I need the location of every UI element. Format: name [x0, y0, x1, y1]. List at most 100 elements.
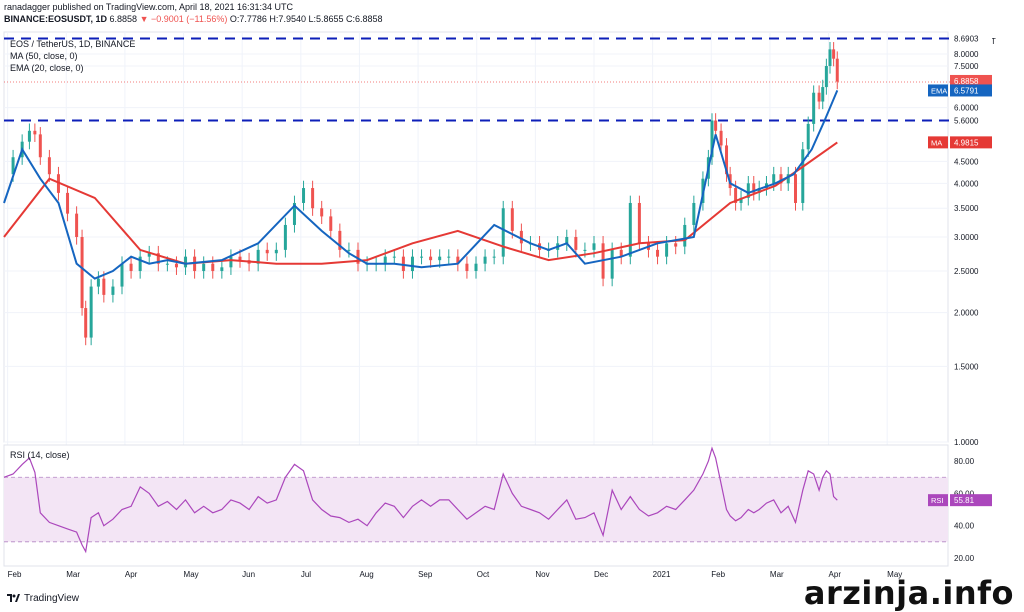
candle-body: [574, 237, 578, 250]
x-tick-label: Apr: [829, 570, 842, 579]
candle-body: [138, 256, 142, 272]
candle-body: [665, 243, 669, 257]
horizontal-levels: [4, 37, 950, 122]
candle-body: [447, 256, 451, 258]
rsi-tick-label: 20.00: [954, 554, 975, 563]
price-change: ▼ −0.9001 (−11.56%): [139, 14, 228, 24]
y-tick-label: 1.0000: [954, 438, 979, 447]
x-tick-label: Nov: [535, 570, 549, 579]
symbol-label: BINANCE:EOSUSDT, 1D: [4, 14, 108, 24]
x-tick-label: Jul: [301, 570, 311, 579]
candle-body: [165, 263, 169, 265]
ema-prefix-text: EMA: [931, 86, 947, 95]
ema-tag: EMA 6.5791: [928, 84, 992, 97]
candle-body: [832, 49, 836, 59]
candle-body: [474, 263, 478, 272]
candle-body: [817, 92, 821, 102]
candle-body: [302, 188, 306, 203]
candle-body: [27, 130, 31, 142]
candle-body: [156, 253, 160, 264]
candle-body: [519, 230, 523, 244]
tradingview-brand[interactable]: TradingView: [6, 592, 79, 604]
candle-body: [828, 49, 832, 67]
candle-body: [812, 92, 816, 124]
candle-body: [111, 286, 115, 295]
candle-body: [320, 208, 324, 217]
chart-legend: EOS / TetherUS, 1D, BINANCE MA (50, clos…: [10, 38, 135, 74]
candle-body: [102, 278, 106, 295]
candle-body: [746, 183, 750, 198]
candle-body: [256, 249, 260, 264]
y-tick-label: 3.5000: [954, 204, 979, 213]
candle-body: [656, 249, 660, 257]
last-price-tag-text: 6.8858: [954, 77, 979, 86]
candle-body: [420, 256, 424, 258]
rsi-tick-label: 80.00: [954, 457, 975, 466]
ohlc-values: O:7.7786 H:7.9540 L:5.8655 C:6.8858: [229, 14, 383, 24]
candle-body: [120, 263, 124, 287]
candle-body: [752, 183, 756, 193]
y-tick-label: 2.0000: [954, 309, 979, 318]
candle-body: [725, 145, 729, 175]
time-axis: Feb Mar Apr May Jun Jul Aug Sep Oct Nov Dec 2021 Feb…: [8, 570, 903, 579]
candle-body: [38, 134, 42, 158]
x-tick-label: May: [184, 570, 199, 579]
candle-body: [786, 174, 790, 184]
candle-body: [292, 202, 296, 225]
candle-body: [265, 249, 269, 254]
candle-body: [739, 197, 743, 203]
candle-body: [501, 208, 505, 257]
indicator-lines: [3, 42, 839, 346]
y-tick-label: 8.0000: [954, 50, 979, 59]
candle-body: [89, 286, 93, 338]
candle-body: [283, 224, 287, 250]
candle-body: [683, 224, 687, 247]
x-tick-label: Mar: [770, 570, 784, 579]
candle-body: [592, 243, 596, 250]
symbol-header: BINANCE:EOSUSDT, 1D 6.8858 ▼ −0.9001 (−1…: [4, 14, 383, 25]
x-tick-label: May: [887, 570, 902, 579]
candle-body: [147, 253, 151, 257]
rsi-tick-label: 40.00: [954, 522, 975, 531]
candle-body: [710, 120, 714, 158]
ema-value-bg: [950, 84, 992, 97]
candle-body: [401, 256, 405, 272]
ema-prefix-bg: [928, 84, 948, 97]
candle-body: [801, 149, 805, 203]
x-tick-label: Feb: [8, 570, 22, 579]
candle-body: [274, 249, 278, 254]
rsi-line: [3, 446, 838, 554]
candle-body: [794, 174, 798, 203]
level-high-tag: 8.6903: [950, 33, 992, 45]
rsi-tick-label: 60.00: [954, 489, 975, 498]
last-price-value: 6.8858: [109, 14, 138, 24]
rsi-value-bg: [950, 494, 992, 507]
x-tick-label: Mar: [66, 570, 80, 579]
y-tick-label: 3.0000: [954, 233, 979, 242]
level-low-tag: 5.6000: [950, 115, 992, 127]
rsi-panel: [3, 444, 949, 567]
legend-ma: MA (50, close, 0): [10, 51, 78, 61]
candle-body: [714, 120, 718, 131]
watermark: arzinja.info: [803, 574, 1014, 612]
publish-info: ranadagger published on TradingView.com,…: [4, 2, 294, 12]
ma-prefix-bg: [928, 136, 948, 149]
candle-body: [821, 87, 825, 102]
candle-body: [11, 157, 15, 175]
rsi-prefix-bg: [928, 494, 948, 507]
candle-body: [211, 263, 215, 272]
x-tick-label: Sep: [418, 570, 433, 579]
candle-body: [510, 208, 514, 231]
candle-body: [610, 249, 614, 279]
y-tick-label: 4.5000: [954, 157, 979, 166]
level-high-tag-bg: [950, 33, 992, 45]
candle-body: [438, 256, 442, 261]
candle-body: [719, 130, 723, 146]
ma-value-bg: [950, 136, 992, 149]
tradingview-logo-icon: [6, 592, 20, 604]
legend-title: EOS / TetherUS, 1D, BINANCE: [10, 39, 136, 49]
level-low-tag-text: 5.6000: [954, 117, 979, 126]
candle-body: [806, 123, 810, 150]
y-tick-label: 2.5000: [954, 267, 979, 276]
